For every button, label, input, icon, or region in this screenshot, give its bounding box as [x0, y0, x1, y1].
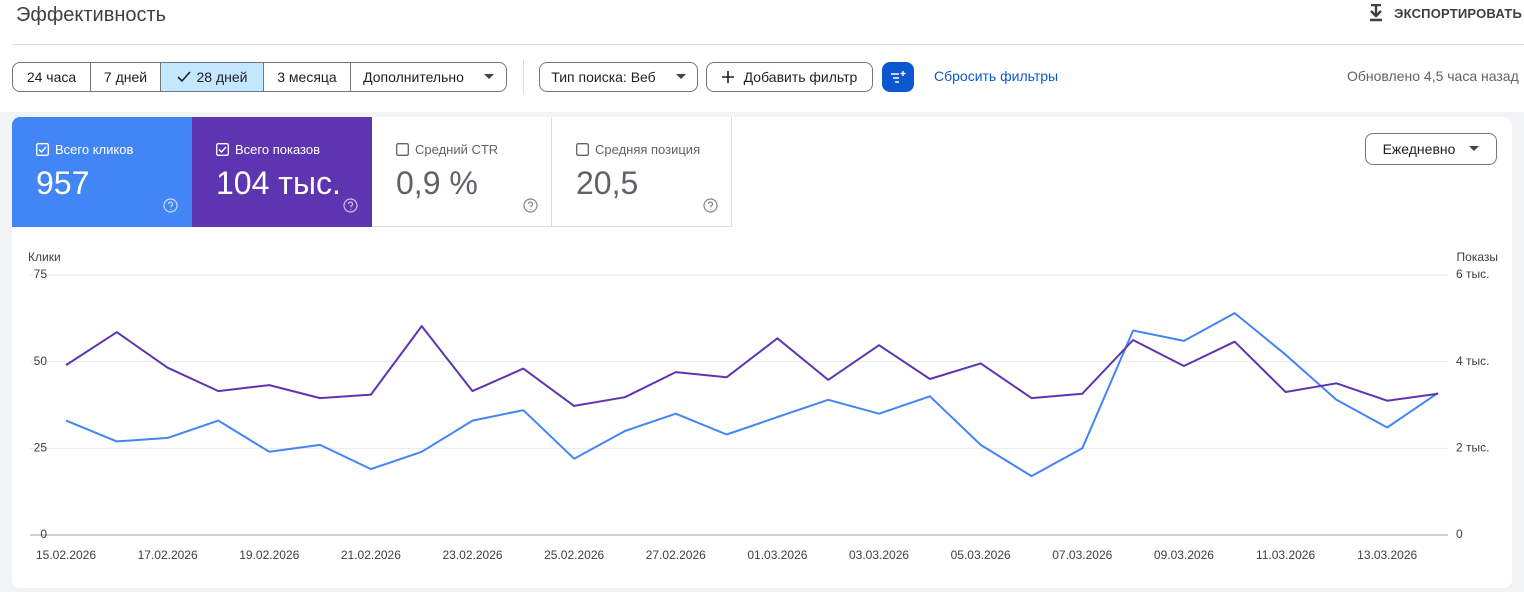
checkbox	[396, 143, 409, 156]
x-tick-label: 11.03.2026	[1256, 548, 1315, 562]
x-tick-label: 01.03.2026	[747, 548, 807, 562]
x-tick-label: 09.03.2026	[1154, 548, 1214, 562]
download-icon	[1370, 4, 1383, 22]
metric-tile[interactable]: Средний CTR 0,9 %	[372, 117, 552, 227]
performance-card: Всего кликов 957 Всего показов 104 тыс. …	[12, 117, 1512, 588]
page-title: Эффективность	[16, 4, 167, 26]
metric-tile[interactable]: Всего кликов 957	[12, 117, 192, 227]
plus-icon	[721, 71, 734, 83]
range-option[interactable]: 7 дней	[91, 63, 161, 91]
metric-value: 957	[36, 165, 90, 201]
granularity-dropdown[interactable]: Ежедневно	[1365, 133, 1497, 165]
caret	[483, 74, 494, 79]
metric-label: Средний CTR	[396, 142, 498, 157]
range-selector: 24 часа 7 дней 28 дней 3 месяца Дополнит…	[12, 62, 507, 92]
help-icon[interactable]	[523, 198, 538, 213]
y-tick-label: 75	[34, 267, 48, 281]
y-tick-label: 50	[34, 354, 48, 368]
metric-label-text: Средняя позиция	[595, 142, 701, 157]
help-icon[interactable]	[703, 198, 718, 213]
checkbox-checked	[36, 143, 49, 156]
x-tick-label: 17.02.2026	[138, 548, 198, 562]
x-tick-label: 15.02.2026	[36, 548, 96, 562]
metric-label: Средняя позиция	[576, 142, 700, 157]
metric-value: 104 тыс.	[216, 165, 341, 201]
x-tick-label: 03.03.2026	[849, 548, 909, 562]
check-icon	[176, 71, 191, 83]
filter-icon	[891, 71, 906, 83]
y-tick-label: 0	[40, 527, 47, 541]
y-axis-title: Клики	[28, 250, 61, 264]
y2-tick-label: 0	[1456, 527, 1463, 541]
metric-label-text: Всего кликов	[55, 142, 134, 157]
range-option[interactable]: 24 часа	[13, 63, 91, 91]
search-type-button[interactable]: Тип поиска: Веб	[539, 62, 698, 92]
y2-tick-label: 4 тыс.	[1456, 354, 1489, 368]
x-tick-label: 07.03.2026	[1052, 548, 1112, 562]
range-option[interactable]: 3 месяца	[264, 63, 351, 91]
divider	[12, 44, 1524, 45]
help-icon[interactable]	[163, 198, 178, 213]
top-bar: Эффективность ЭКСПОРТИРОВАТЬ 24 часа 7 д…	[0, 0, 1524, 112]
y2-axis-title: Показы	[1457, 250, 1498, 264]
x-tick-label: 19.02.2026	[239, 548, 299, 562]
y2-tick-label: 2 тыс.	[1456, 441, 1489, 455]
range-label: Дополнительно	[363, 69, 464, 85]
metric-tile[interactable]: Средняя позиция 20,5	[552, 117, 732, 227]
metric-label: Всего кликов	[36, 142, 133, 157]
metric-value: 20,5	[576, 165, 639, 201]
range-option-selected[interactable]: 28 дней	[161, 63, 264, 91]
granularity-label: Ежедневно	[1382, 141, 1456, 157]
separator	[523, 60, 524, 94]
series-line	[65, 325, 1439, 407]
x-tick-label: 21.02.2026	[341, 548, 401, 562]
x-tick-label: 25.02.2026	[544, 548, 604, 562]
metric-tile[interactable]: Всего показов 104 тыс.	[192, 117, 372, 227]
updated-status: Обновлено 4,5 часа назад	[1347, 68, 1519, 84]
metric-label-text: Всего показов	[235, 142, 320, 157]
x-tick-label: 05.03.2026	[951, 548, 1011, 562]
export-button[interactable]: ЭКСПОРТИРОВАТЬ	[1368, 4, 1522, 22]
filter-icon-button[interactable]	[882, 62, 914, 92]
range-label: 7 дней	[103, 69, 148, 85]
y-tick-label: 25	[34, 441, 48, 455]
search-type-label: Тип поиска: Веб	[551, 69, 656, 85]
help-icon[interactable]	[343, 198, 358, 213]
checkbox	[576, 143, 589, 156]
range-label: 28 дней	[196, 69, 248, 85]
caret	[675, 74, 686, 79]
metric-label-text: Средний CTR	[415, 142, 499, 157]
metric-label: Всего показов	[216, 142, 320, 157]
series-line	[65, 312, 1439, 478]
export-label: ЭКСПОРТИРОВАТЬ	[1394, 5, 1522, 21]
caret	[1469, 146, 1480, 151]
metric-value: 0,9 %	[396, 165, 478, 201]
range-more[interactable]: Дополнительно	[351, 63, 506, 91]
range-label: 24 часа	[26, 69, 77, 85]
x-tick-label: 27.02.2026	[646, 548, 706, 562]
add-filter-label: Добавить фильтр	[743, 69, 858, 85]
add-filter-button[interactable]: Добавить фильтр	[706, 62, 873, 92]
reset-filters-link[interactable]: Сбросить фильтры	[934, 68, 1059, 84]
x-tick-label: 23.02.2026	[442, 548, 502, 562]
y2-tick-label: 6 тыс.	[1456, 267, 1489, 281]
x-tick-label: 13.03.2026	[1357, 548, 1417, 562]
checkbox-checked	[216, 143, 229, 156]
range-label: 3 месяца	[277, 69, 337, 85]
